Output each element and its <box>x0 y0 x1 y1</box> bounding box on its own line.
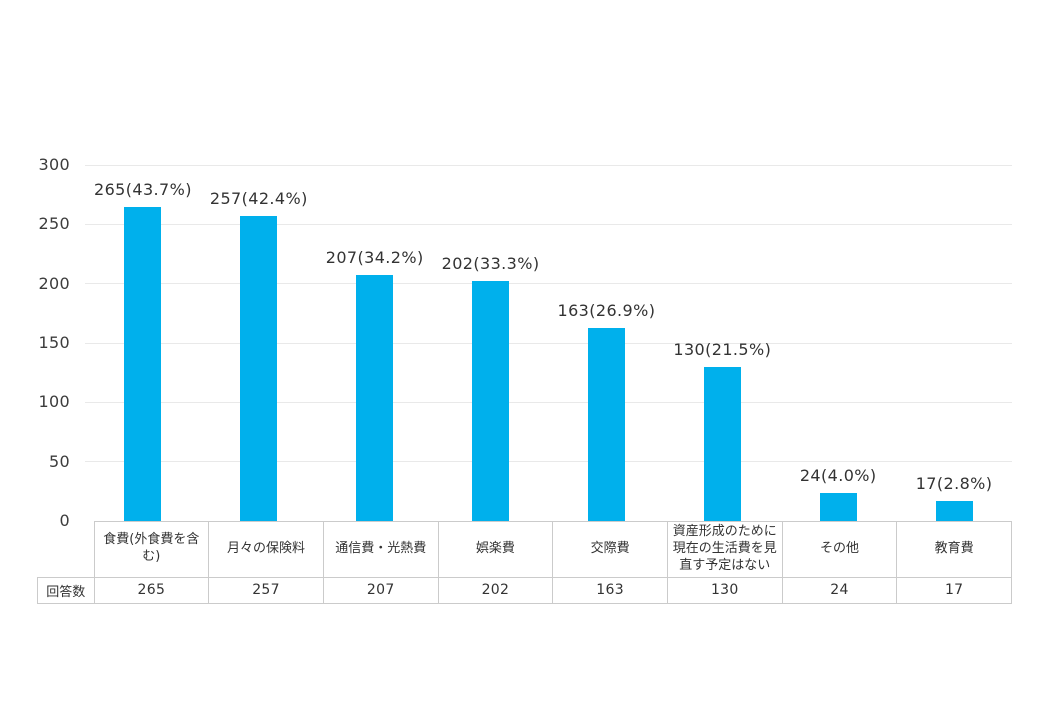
count-cell: 130 <box>666 576 783 604</box>
gridline <box>85 401 1012 403</box>
bar-value-label: 202(33.3%) <box>441 254 540 274</box>
bar <box>124 206 162 521</box>
count-cell: 257 <box>208 576 324 604</box>
count-cell: 265 <box>93 576 210 604</box>
bar <box>356 275 394 521</box>
category-header-cell: 通信費・光熱費 <box>322 521 439 578</box>
bar-value-label: 24(4.0%) <box>799 465 877 485</box>
y-axis-tick-label: 300 <box>38 155 70 175</box>
bar-value-label: 257(42.4%) <box>209 189 308 209</box>
bar-value-label: 130(21.5%) <box>673 339 772 359</box>
count-cell: 207 <box>322 576 439 604</box>
bar <box>240 216 278 521</box>
gridline <box>85 164 1012 166</box>
bar-value-label: 265(43.7%) <box>94 179 192 199</box>
count-cell: 17 <box>896 576 1012 604</box>
gridline <box>85 461 1012 463</box>
y-axis-tick-label: 100 <box>38 392 70 412</box>
bar <box>819 492 857 521</box>
category-header-cell: 資産形成のために現在の生活費を見直す予定はない <box>666 521 783 578</box>
category-header-cell: 交際費 <box>552 521 668 578</box>
count-cell: 163 <box>552 576 668 604</box>
y-axis-tick-label: 0 <box>59 511 70 531</box>
bar <box>472 281 510 521</box>
y-axis-tick-label: 150 <box>38 333 70 353</box>
category-header-cell: 教育費 <box>896 521 1012 578</box>
gridline <box>85 342 1012 344</box>
bar <box>587 327 625 521</box>
gridline <box>85 223 1012 225</box>
bar <box>703 366 741 521</box>
y-axis-tick-label: 200 <box>38 273 70 293</box>
table-corner-cell <box>38 522 95 578</box>
bar <box>935 500 973 521</box>
count-cell: 24 <box>781 576 898 604</box>
y-axis-tick-label: 50 <box>49 451 70 471</box>
bar-value-label: 207(34.2%) <box>325 248 424 268</box>
response-count-table: 食費(外食費を含む) 月々の保険料 通信費・光熱費 娯楽費 交際費 資産形成のために現在の… <box>37 521 1012 604</box>
category-header-cell: その他 <box>781 521 898 578</box>
category-header-cell: 月々の保険料 <box>208 521 324 578</box>
category-header-cell: 娯楽費 <box>437 521 554 578</box>
count-cell: 202 <box>437 576 554 604</box>
y-axis-tick-label: 250 <box>38 214 70 234</box>
bar-value-label: 163(26.9%) <box>557 300 656 320</box>
gridline <box>85 283 1012 285</box>
category-header-cell: 食費(外食費を含む) <box>93 521 210 578</box>
bar-value-label: 17(2.8%) <box>915 473 993 493</box>
row-header-cell: 回答数 <box>37 576 95 604</box>
